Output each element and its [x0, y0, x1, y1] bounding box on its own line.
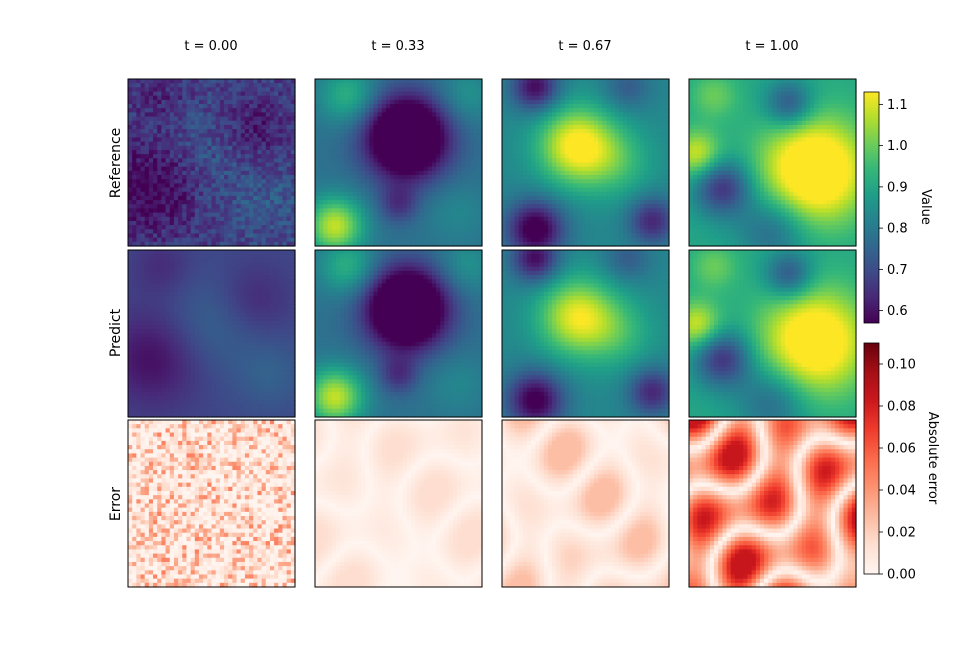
- value-tick-label: 1.0: [887, 139, 908, 154]
- panel-predict-t2: [501, 249, 670, 418]
- value-colorbar-gradient: [863, 91, 880, 324]
- row-label-reference: Reference: [108, 128, 124, 199]
- value-tick-label: 1.1: [887, 98, 908, 113]
- error-colorbar-label: Absolute error: [925, 412, 940, 505]
- value-colorbar: 0.6 0.7 0.8 0.9 1.0 1.1 Value: [863, 91, 933, 324]
- error-tick-label: 0.02: [887, 526, 916, 541]
- panel-error-t2: [501, 419, 670, 588]
- error-tick-label: 0.10: [887, 358, 916, 373]
- panel-frame: [688, 78, 857, 247]
- panel-frame: [501, 419, 670, 588]
- error-colorbar-ticks: 0.00 0.02 0.04 0.06 0.08 0.10: [879, 358, 916, 583]
- panel-frame: [314, 249, 483, 418]
- panel-frame: [127, 249, 296, 418]
- column-title-t0: t = 0.00: [184, 39, 237, 54]
- panel-frame: [127, 419, 296, 588]
- panel-reference-t0: [127, 78, 296, 247]
- error-tick-label: 0.06: [887, 442, 916, 457]
- panel-predict-t0: [127, 249, 296, 418]
- column-title-t3: t = 1.00: [745, 39, 798, 54]
- error-colorbar: 0.00 0.02 0.04 0.06 0.08 0.10 Absolute error: [863, 342, 940, 583]
- error-tick-label: 0.04: [887, 484, 916, 499]
- panel-predict-t3: [688, 249, 857, 418]
- panel-reference-t1: [314, 78, 483, 247]
- panel-frame: [127, 78, 296, 247]
- error-tick-label: 0.08: [887, 400, 916, 415]
- column-title-t2: t = 0.67: [558, 39, 611, 54]
- panel-error-t0: [127, 419, 296, 588]
- value-tick-label: 0.8: [887, 222, 908, 237]
- panel-frame: [314, 78, 483, 247]
- panel-frame: [501, 249, 670, 418]
- row-label-error: Error: [108, 487, 124, 521]
- panel-error-t3: [688, 419, 857, 588]
- value-colorbar-ticks: 0.6 0.7 0.8 0.9 1.0 1.1: [879, 98, 908, 319]
- error-colorbar-gradient: [863, 342, 880, 575]
- heatmap-panels: [127, 78, 857, 588]
- panel-frame: [688, 419, 857, 588]
- row-label-predict: Predict: [108, 308, 124, 357]
- value-tick-label: 0.6: [887, 304, 908, 319]
- panel-reference-t3: [688, 78, 857, 247]
- column-title-t1: t = 0.33: [371, 39, 424, 54]
- panel-error-t1: [314, 419, 483, 588]
- value-colorbar-label: Value: [918, 189, 933, 225]
- value-tick-label: 0.9: [887, 180, 908, 195]
- panel-frame: [501, 78, 670, 247]
- panel-frame: [688, 249, 857, 418]
- panel-frame: [314, 419, 483, 588]
- panel-predict-t1: [314, 249, 483, 418]
- error-tick-label: 0.00: [887, 568, 916, 583]
- value-tick-label: 0.7: [887, 263, 908, 278]
- panel-reference-t2: [501, 78, 670, 247]
